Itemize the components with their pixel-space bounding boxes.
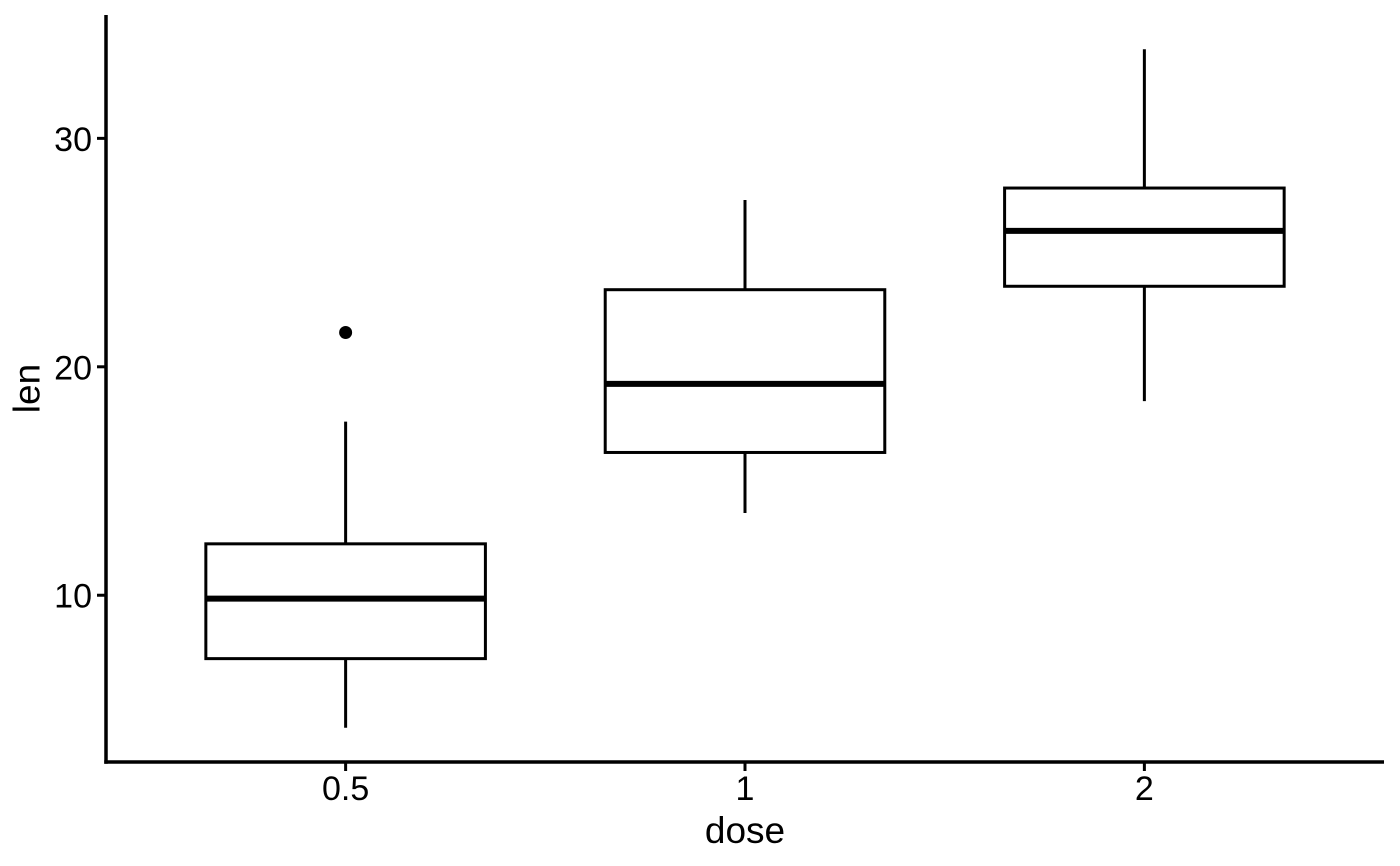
y-tick-label: 10 (54, 578, 92, 616)
outlier-point (339, 326, 353, 340)
x-axis-title: dose (705, 810, 785, 851)
boxplot-dose-2 (1003, 49, 1286, 402)
x-axis: 0.5 1 2 (104, 760, 1384, 808)
iqr-box (603, 288, 887, 454)
y-tick-label: 30 (54, 121, 92, 159)
boxplot-dose-0.5 (204, 326, 487, 728)
x-tick-label: 0.5 (322, 770, 369, 808)
iqr-box (1003, 186, 1286, 288)
x-tick-label: 2 (1135, 770, 1154, 808)
x-tick-label: 1 (736, 770, 755, 808)
plot-area: 10 20 30 0.5 1 2 (54, 15, 1384, 808)
y-tick-label: 20 (54, 349, 92, 387)
y-axis: 10 20 30 (54, 15, 108, 764)
boxplot-dose-1 (603, 200, 887, 513)
y-axis-title: len (7, 364, 48, 413)
